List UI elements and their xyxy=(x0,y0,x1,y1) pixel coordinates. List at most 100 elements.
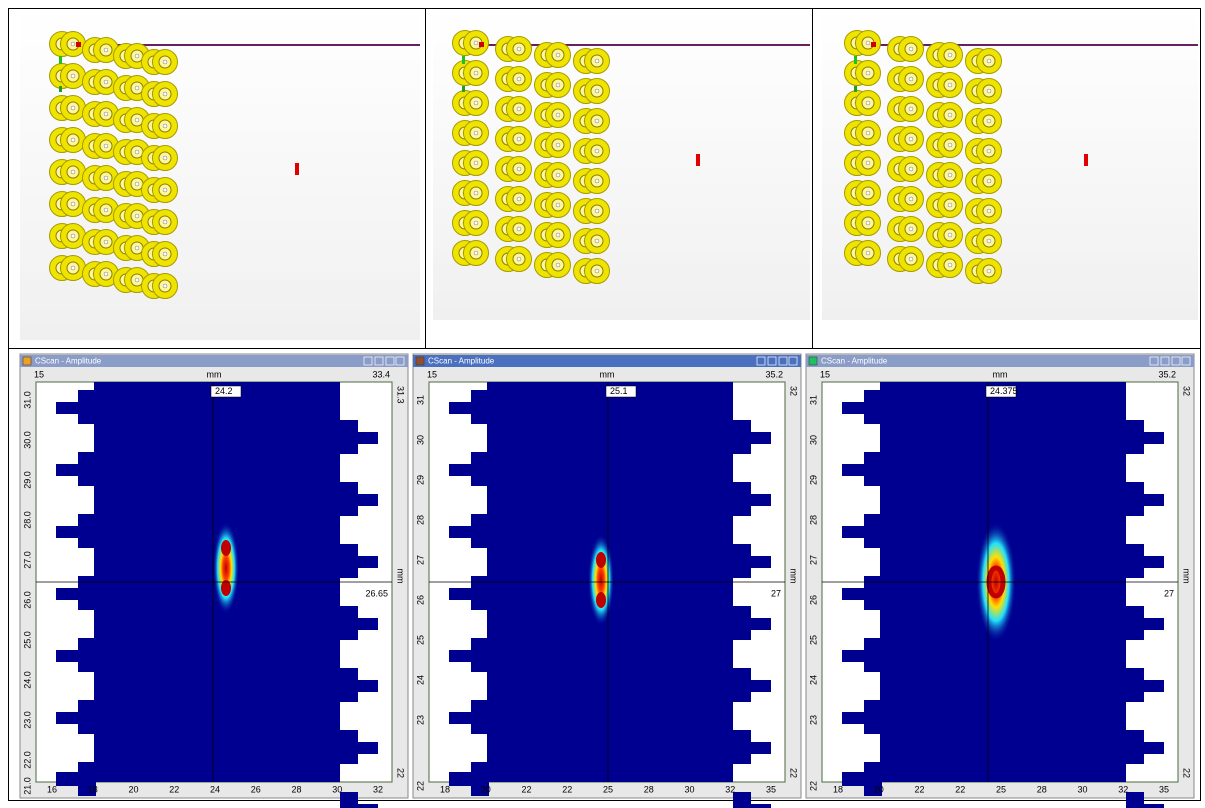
transducer-hole xyxy=(70,169,76,175)
defect-marker xyxy=(295,163,299,175)
window-button[interactable] xyxy=(395,356,405,366)
scan-tooth xyxy=(449,650,489,662)
cursor-label-box xyxy=(605,385,637,398)
transducer-hole xyxy=(516,136,522,142)
transducer-hole xyxy=(162,187,168,193)
transducer-hole xyxy=(865,40,871,46)
transducer-hole xyxy=(516,226,522,232)
green-marker xyxy=(59,86,62,92)
scan-tooth xyxy=(1126,804,1164,808)
x-tick-label: 20 xyxy=(481,784,491,794)
transducer-hole xyxy=(70,233,76,239)
transducer-hole xyxy=(986,148,992,154)
y-tick-label: 26 xyxy=(808,595,818,605)
scan-tooth xyxy=(449,712,489,724)
transducer-hole xyxy=(162,283,168,289)
x-tick-label: 32 xyxy=(725,784,735,794)
y-tick-label: 25.0 xyxy=(22,631,32,649)
title-bar xyxy=(413,355,801,367)
scan-tooth xyxy=(449,772,489,782)
x-tick-label: 16 xyxy=(47,784,57,794)
defect-marker xyxy=(696,154,700,166)
scan-tooth xyxy=(1126,556,1164,568)
transducer-hole xyxy=(555,262,561,268)
y-tick-label: 29 xyxy=(808,475,818,485)
x-tick-label: 28 xyxy=(644,784,654,794)
transducer-hole xyxy=(516,76,522,82)
window-button[interactable] xyxy=(756,356,766,366)
transducer-hole xyxy=(473,40,479,46)
transducer-hole xyxy=(947,262,953,268)
x-start: 15 xyxy=(427,369,437,379)
y-tick-label: 24 xyxy=(415,675,425,685)
cursor-x-label: 24.375 xyxy=(990,386,1018,396)
y-tick-label: 25 xyxy=(808,635,818,645)
x-end: 33.4 xyxy=(372,369,390,379)
x-end: 35.2 xyxy=(765,369,783,379)
x-tick-label: 25 xyxy=(996,784,1006,794)
transducer-hole xyxy=(70,201,76,207)
simulation-views xyxy=(20,10,1198,340)
scan-tooth xyxy=(340,494,378,506)
transducer-hole xyxy=(473,160,479,166)
transducer-hole xyxy=(865,130,871,136)
y-top: 32 xyxy=(789,386,799,396)
y-tick-label: 31 xyxy=(415,395,425,405)
y-tick-label: 24 xyxy=(808,675,818,685)
transducer-hole xyxy=(947,142,953,148)
scan-tooth xyxy=(449,588,489,600)
transducer-hole xyxy=(986,178,992,184)
transducer-hole xyxy=(516,46,522,52)
window-button[interactable] xyxy=(363,356,373,366)
window-button[interactable] xyxy=(778,356,788,366)
scan-tooth xyxy=(733,680,771,692)
transducer-hole xyxy=(70,41,76,47)
y-tick-label: 26.0 xyxy=(22,591,32,609)
transducer-hole xyxy=(134,149,140,155)
transducer-hole xyxy=(986,208,992,214)
transducer-hole xyxy=(594,88,600,94)
window-button[interactable] xyxy=(1149,356,1159,366)
scan-tooth xyxy=(842,464,882,476)
x-tick-label: 22 xyxy=(914,784,924,794)
transducer-hole xyxy=(134,213,140,219)
scan-tooth xyxy=(842,526,882,538)
scan-tooth xyxy=(1126,742,1164,754)
green-marker xyxy=(462,56,465,64)
transducer-hole xyxy=(70,137,76,143)
transducer-hole xyxy=(865,70,871,76)
x-unit: mm xyxy=(600,369,615,379)
transducer-hole xyxy=(516,256,522,262)
window-button[interactable] xyxy=(788,356,798,366)
window-button[interactable] xyxy=(1171,356,1181,366)
y-tick-label: 31.0 xyxy=(22,391,32,409)
window-button[interactable] xyxy=(1181,356,1191,366)
scan-tooth xyxy=(340,680,378,692)
y-tick-label: 29 xyxy=(415,475,425,485)
x-start: 15 xyxy=(34,369,44,379)
x-unit: mm xyxy=(207,369,222,379)
scan-tooth xyxy=(449,464,489,476)
indication-core xyxy=(596,552,606,568)
x-tick-label: 32 xyxy=(1118,784,1128,794)
simulation-view xyxy=(433,10,810,320)
y-tick-label: 30 xyxy=(808,435,818,445)
y-tick-label: 28 xyxy=(415,515,425,525)
title-bar xyxy=(20,355,408,367)
transducer-hole xyxy=(70,73,76,79)
transducer-hole xyxy=(986,268,992,274)
y-bottom: 22 xyxy=(1182,768,1192,778)
transducer-hole xyxy=(162,59,168,65)
window-button[interactable] xyxy=(1160,356,1170,366)
transducer-hole xyxy=(865,100,871,106)
x-tick-label: 24 xyxy=(210,784,220,794)
transducer-hole xyxy=(134,181,140,187)
transducer-hole xyxy=(908,256,914,262)
window-button[interactable] xyxy=(374,356,384,366)
window-button[interactable] xyxy=(767,356,777,366)
transducer-hole xyxy=(865,250,871,256)
window-button[interactable] xyxy=(385,356,395,366)
scan-tooth xyxy=(340,742,378,754)
cursor-label-box xyxy=(985,385,1017,398)
